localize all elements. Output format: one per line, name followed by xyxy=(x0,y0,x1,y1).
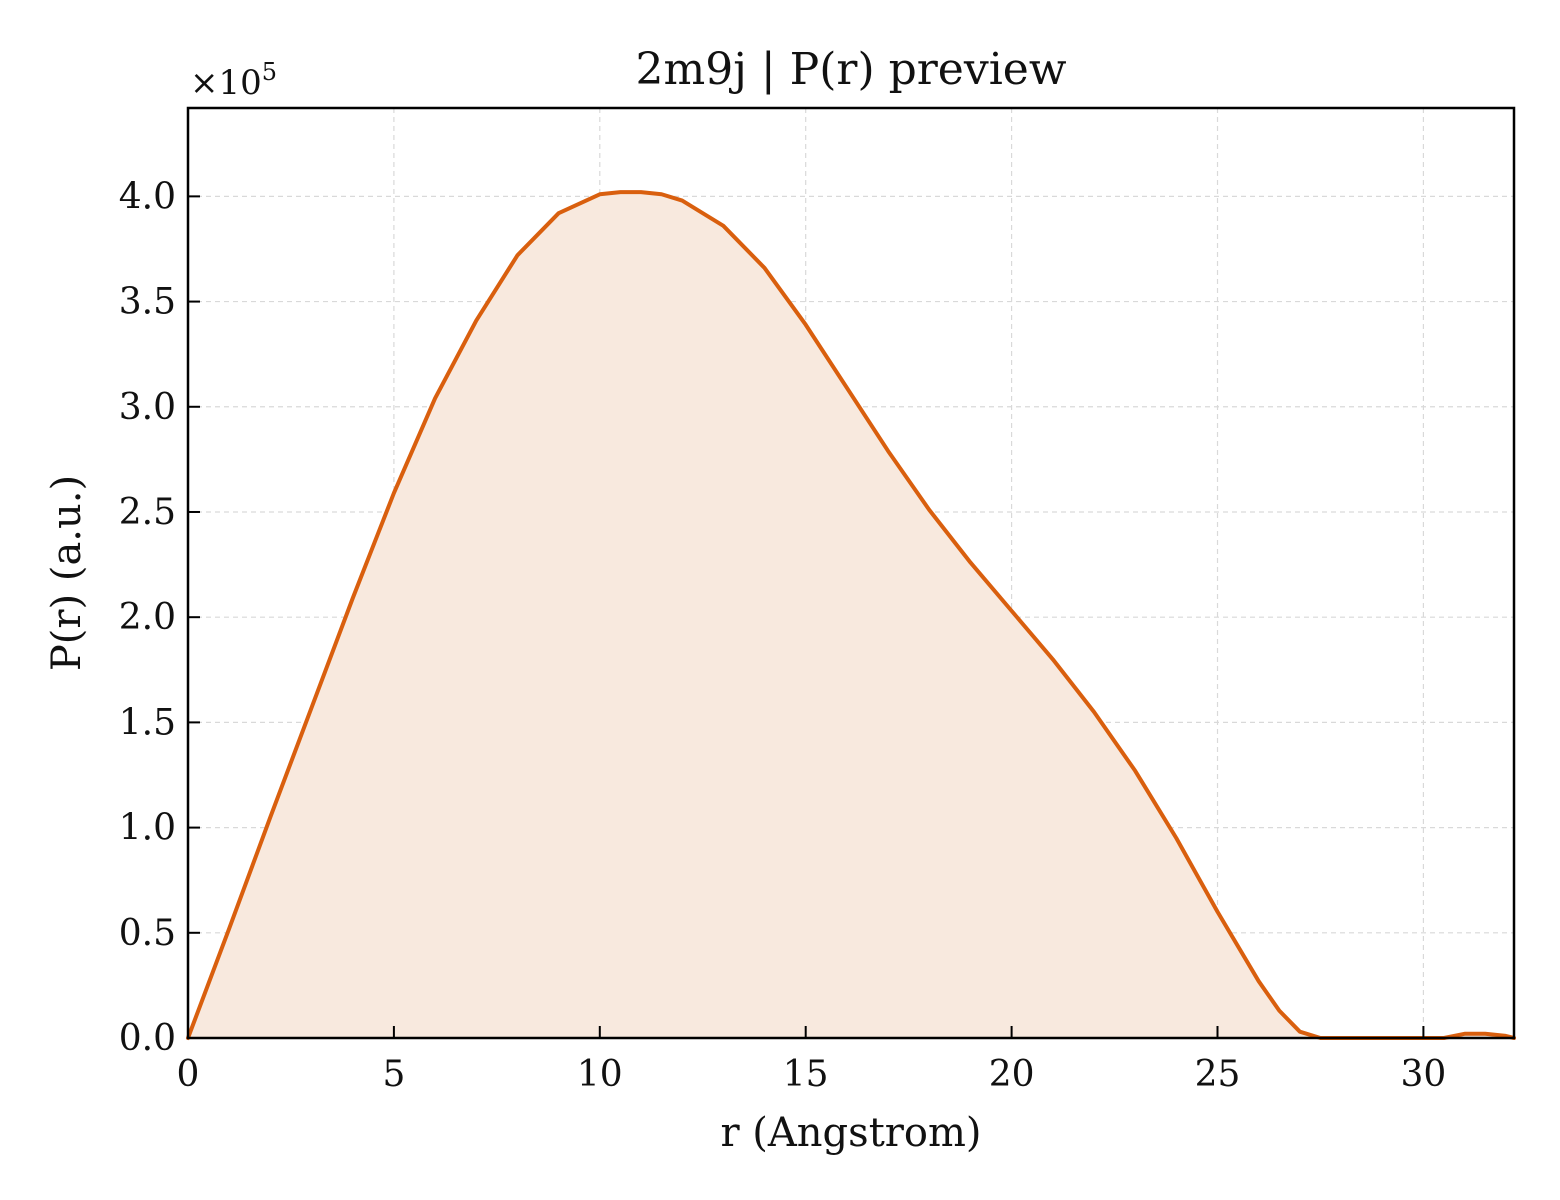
x-tick-label-4: 20 xyxy=(989,1054,1035,1095)
x-axis-label: r (Angstrom) xyxy=(720,1110,981,1156)
y-multiplier-base: ×10 xyxy=(190,63,262,103)
y-tick-label-3: 1.5 xyxy=(119,702,176,743)
axis-ticks: 0 5 10 15 20 25 30 0.0 0.5 1.0 1.5 2.0 2.5 3.0 3.5 4.0 xyxy=(119,176,1447,1095)
y-multiplier-exponent: 5 xyxy=(262,58,277,86)
y-tick-label-1: 0.5 xyxy=(119,913,176,954)
y-tick-label-4: 2.0 xyxy=(119,597,176,638)
y-axis-multiplier: ×105 xyxy=(190,58,277,103)
y-tick-label-6: 3.0 xyxy=(119,387,176,428)
x-tick-label-5: 25 xyxy=(1195,1054,1241,1095)
y-tick-label-0: 0.0 xyxy=(119,1018,176,1059)
y-axis-label: P(r) (a.u.) xyxy=(44,475,90,671)
x-tick-label-3: 15 xyxy=(783,1054,829,1095)
x-tick-label-2: 10 xyxy=(577,1054,623,1095)
x-tick-label-1: 5 xyxy=(382,1054,405,1095)
x-tick-label-0: 0 xyxy=(177,1054,200,1095)
y-tick-label-7: 3.5 xyxy=(119,282,176,323)
plot-frame xyxy=(186,106,1516,1040)
chart-title: 2m9j | P(r) preview xyxy=(636,44,1067,95)
x-tick-label-6: 30 xyxy=(1400,1054,1446,1095)
y-tick-label-2: 1.0 xyxy=(119,808,176,849)
pr-area-fill xyxy=(188,192,1514,1038)
y-tick-label-8: 4.0 xyxy=(119,176,176,217)
y-tick-label-5: 2.5 xyxy=(119,492,176,533)
